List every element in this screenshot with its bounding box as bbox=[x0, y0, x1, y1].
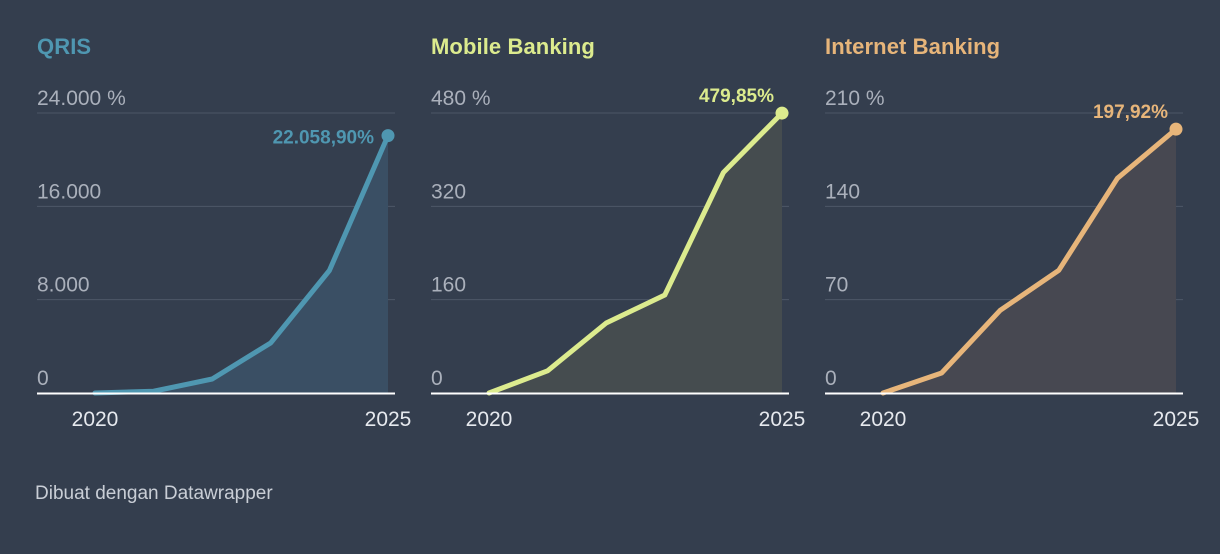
end-point bbox=[775, 106, 789, 120]
panel-qris: QRIS 0 8.000 16.000 24.000 % 22.058,90% 2020 2… bbox=[37, 0, 411, 440]
series-line bbox=[92, 133, 391, 396]
credit-text: Dibuat dengan Datawrapper bbox=[35, 483, 273, 504]
area-fill bbox=[883, 129, 1176, 393]
chart-mobile-banking: 0 160 320 480 % 479,85% 2020 2025 bbox=[431, 86, 805, 431]
end-point bbox=[381, 129, 395, 143]
y-tick-label: 210 % bbox=[825, 87, 885, 110]
x-tick-label: 2020 bbox=[466, 408, 513, 431]
y-tick-label: 0 bbox=[825, 367, 837, 390]
end-value-label: 479,85% bbox=[699, 86, 774, 107]
chart-qris: 0 8.000 16.000 24.000 % 22.058,90% 2020 2025 bbox=[37, 87, 411, 431]
y-tick-label: 24.000 % bbox=[37, 87, 126, 110]
x-tick-label: 2025 bbox=[759, 408, 806, 431]
x-tick-label: 2020 bbox=[860, 408, 907, 431]
y-tick-label: 320 bbox=[431, 180, 466, 203]
end-value-label: 197,92% bbox=[1093, 102, 1168, 123]
x-tick-label: 2020 bbox=[72, 408, 119, 431]
y-tick-label: 0 bbox=[37, 367, 49, 390]
x-tick-label: 2025 bbox=[365, 408, 412, 431]
area-fill bbox=[95, 135, 388, 393]
y-tick-label: 0 bbox=[431, 367, 443, 390]
y-tick-label: 16.000 bbox=[37, 180, 101, 203]
panel-internet-banking: Internet Banking 0 70 140 210 % 197,92% 2020 2… bbox=[825, 0, 1199, 440]
chart-internet-banking: 0 70 140 210 % 197,92% 2020 2025 bbox=[825, 87, 1199, 431]
area-fill bbox=[489, 113, 782, 394]
y-tick-label: 8.000 bbox=[37, 274, 90, 297]
end-value-label: 22.058,90% bbox=[273, 128, 375, 149]
y-tick-label: 480 % bbox=[431, 87, 491, 110]
x-tick-label: 2025 bbox=[1153, 408, 1200, 431]
y-tick-label: 160 bbox=[431, 274, 466, 297]
series-line bbox=[880, 126, 1179, 396]
panel-title-mobile-banking: Mobile Banking bbox=[431, 34, 595, 59]
panel-mobile-banking: Mobile Banking 0 160 320 480 % 479,85% 2020 20… bbox=[431, 0, 805, 440]
panel-title-qris: QRIS bbox=[37, 34, 92, 59]
y-tick-label: 140 bbox=[825, 180, 860, 203]
end-point bbox=[1169, 122, 1183, 136]
panel-title-internet-banking: Internet Banking bbox=[825, 34, 1001, 59]
y-tick-label: 70 bbox=[825, 274, 848, 297]
series-line bbox=[486, 110, 785, 396]
